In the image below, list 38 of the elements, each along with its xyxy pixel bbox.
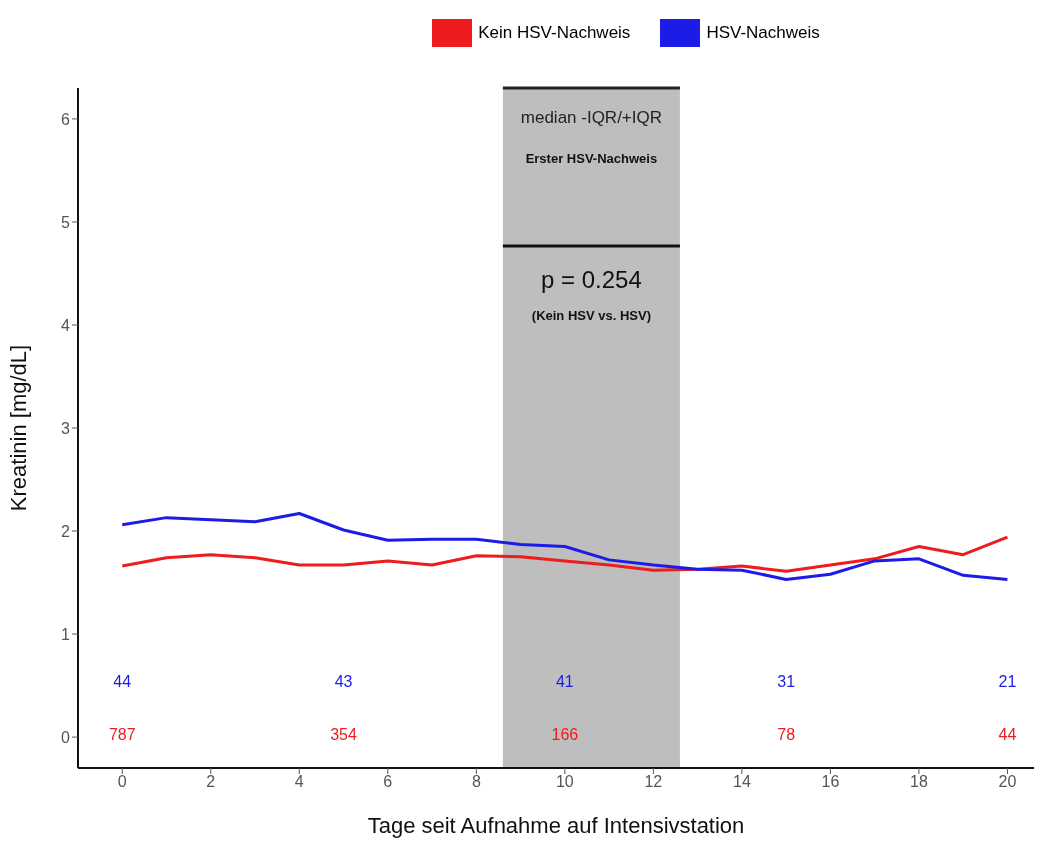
annotation: 44 bbox=[998, 726, 1017, 743]
x-tick-label: 6 bbox=[383, 773, 393, 791]
x-tick-label: 12 bbox=[644, 773, 663, 791]
annotation: 43 bbox=[334, 673, 353, 690]
x-tick-label: 14 bbox=[732, 773, 751, 791]
y-tick-label: 1 bbox=[61, 625, 71, 643]
annotation: 78 bbox=[777, 726, 796, 743]
y-axis-title: Kreatinin [mg/dL] bbox=[5, 344, 31, 512]
x-tick-label: 18 bbox=[910, 773, 928, 791]
annotation: 31 bbox=[777, 673, 796, 690]
y-tick-label: 5 bbox=[61, 213, 71, 231]
legend-label: Kein HSV-Nachweis bbox=[478, 23, 631, 43]
y-tick-label: 6 bbox=[61, 110, 71, 128]
x-tick-label: 2 bbox=[206, 773, 216, 791]
x-tick-label: 4 bbox=[294, 773, 304, 791]
y-tick-label: 2 bbox=[61, 522, 71, 540]
annotation: p = 0.254 bbox=[541, 266, 642, 293]
x-tick-label: 20 bbox=[998, 773, 1017, 791]
line-series bbox=[120, 535, 1009, 573]
x-tick-label: 8 bbox=[471, 773, 481, 791]
annotation: (Kein HSV vs. HSV) bbox=[531, 308, 652, 323]
line-series bbox=[120, 512, 1009, 581]
x-axis-title: Tage seit Aufnahme auf Intensivstation bbox=[367, 813, 745, 838]
y-tick-label: 0 bbox=[61, 728, 71, 746]
annotation: Erster HSV-Nachweis bbox=[525, 151, 658, 166]
x-tick-label: 0 bbox=[117, 773, 127, 791]
x-tick-label: 10 bbox=[555, 773, 574, 791]
annotation: 354 bbox=[330, 726, 357, 743]
annotation: 787 bbox=[108, 726, 136, 743]
annotation: 166 bbox=[551, 726, 579, 743]
legend-label: HSV-Nachweis bbox=[706, 23, 820, 43]
x-tick-label: 16 bbox=[821, 773, 840, 791]
annotation: 44 bbox=[113, 673, 132, 690]
annotation: 41 bbox=[555, 673, 574, 690]
band-label: median -IQR/+IQR bbox=[520, 108, 663, 127]
y-tick-label: 3 bbox=[61, 419, 71, 437]
y-tick-label: 4 bbox=[61, 316, 71, 334]
annotation: 21 bbox=[998, 673, 1017, 690]
